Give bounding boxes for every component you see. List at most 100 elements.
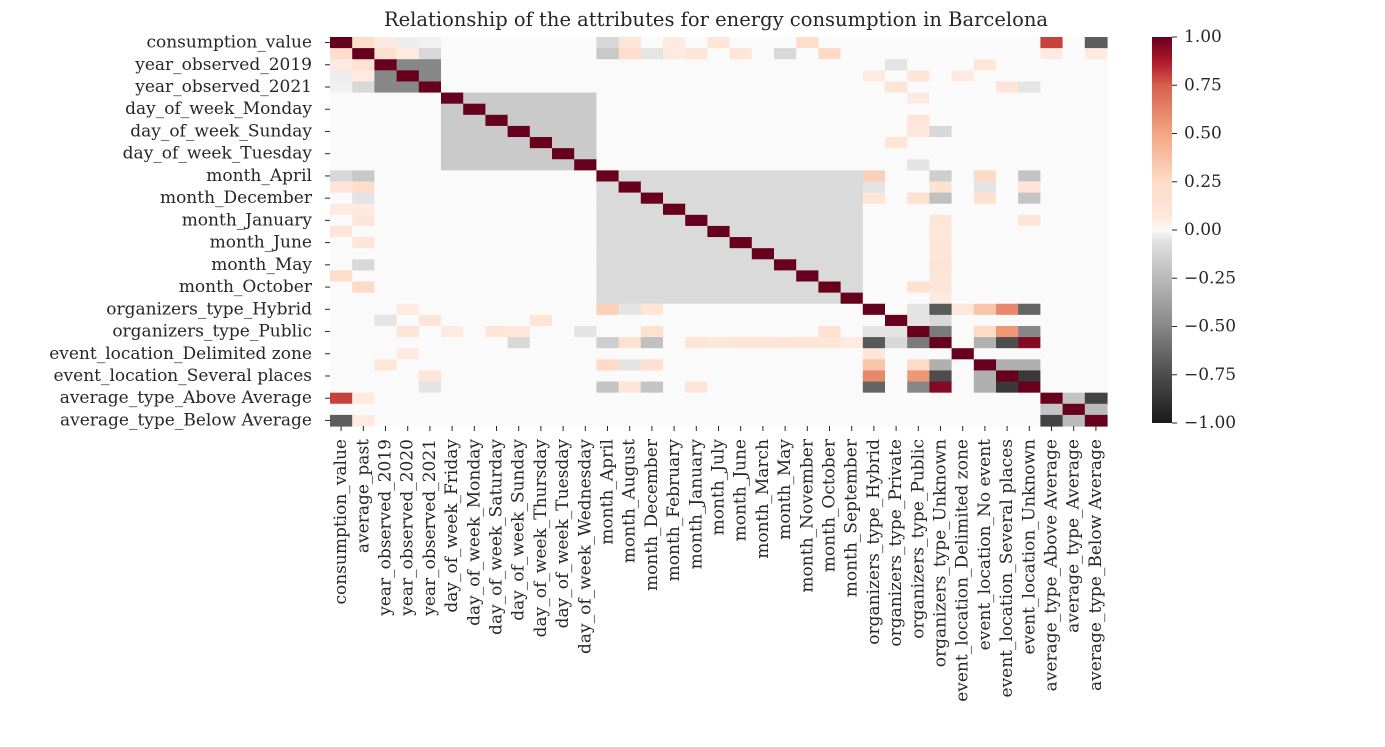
heatmap-cell xyxy=(907,281,930,294)
heatmap-cell xyxy=(441,81,464,94)
heatmap-cell xyxy=(1084,225,1108,238)
x-tick-label: day_of_week_Monday xyxy=(464,439,484,626)
heatmap-cell xyxy=(796,114,819,127)
heatmap-cell xyxy=(441,159,464,171)
heatmap-cell xyxy=(796,70,819,83)
heatmap-cell xyxy=(885,270,908,283)
colorbar-ticks: 1.00 0.75 0.50 0.25 0.00 −0.25 −0.50 −0.75 −1.00 xyxy=(1172,27,1236,433)
heatmap-cell xyxy=(374,92,398,105)
heatmap-cell xyxy=(862,70,886,83)
heatmap-cell xyxy=(374,337,398,349)
heatmap-cell xyxy=(840,259,864,271)
heatmap-cell xyxy=(396,59,420,71)
heatmap-cell xyxy=(796,325,819,338)
heatmap-cell xyxy=(840,203,864,216)
heatmap-cell xyxy=(374,103,398,116)
heatmap-cell xyxy=(1084,125,1108,138)
heatmap-cell xyxy=(707,70,731,83)
heatmap-cell xyxy=(840,37,864,49)
heatmap-cell xyxy=(574,292,597,305)
heatmap-cell xyxy=(685,392,708,405)
heatmap-cell xyxy=(418,92,442,105)
colorbar: 1.00 0.75 0.50 0.25 0.00 −0.25 −0.50 −0.75 −1.00 xyxy=(1152,27,1236,433)
heatmap-cell xyxy=(996,159,1019,171)
heatmap-cell xyxy=(707,325,731,338)
heatmap-cell xyxy=(685,181,708,194)
heatmap-cell xyxy=(796,192,819,205)
heatmap-cell xyxy=(374,181,398,194)
heatmap-cell xyxy=(1062,225,1086,238)
heatmap-cell xyxy=(1084,92,1108,105)
heatmap-cell xyxy=(330,225,353,238)
heatmap-cell xyxy=(973,192,997,205)
heatmap-cell xyxy=(1084,59,1108,71)
heatmap-cell xyxy=(796,392,819,405)
heatmap-cell xyxy=(529,203,553,216)
x-tick-label: year_observed_2021 xyxy=(420,439,440,617)
heatmap-cell xyxy=(774,381,797,394)
heatmap-cell xyxy=(396,148,420,160)
heatmap-cell xyxy=(774,259,797,271)
heatmap-cell xyxy=(441,403,464,416)
heatmap-cell xyxy=(330,81,353,94)
heatmap-cell xyxy=(885,337,908,349)
heatmap-cell xyxy=(374,314,398,327)
heatmap-cell xyxy=(441,170,464,183)
heatmap-cell xyxy=(885,359,908,372)
heatmap-cell xyxy=(441,381,464,394)
heatmap-cell xyxy=(596,237,620,249)
heatmap-cell xyxy=(751,114,775,127)
heatmap-cell xyxy=(774,370,797,383)
y-tick-label: day_of_week_Monday xyxy=(125,99,312,119)
heatmap-cell xyxy=(596,181,620,194)
heatmap-cell xyxy=(840,114,864,127)
heatmap-cell xyxy=(907,325,930,338)
heatmap-cell xyxy=(1084,248,1108,260)
colorbar-tick-label: 0.25 xyxy=(1184,172,1222,192)
heatmap-cell xyxy=(1018,237,1041,249)
heatmap-cell xyxy=(907,370,930,383)
heatmap-cell xyxy=(352,48,375,60)
heatmap-cell xyxy=(929,403,953,416)
heatmap-cell xyxy=(529,148,553,160)
heatmap-cell xyxy=(951,381,975,394)
heatmap-cell xyxy=(951,292,975,305)
heatmap-cell xyxy=(663,59,686,71)
heatmap-cell xyxy=(907,114,930,127)
heatmap-cell xyxy=(862,137,886,149)
heatmap-cell xyxy=(729,137,753,149)
heatmap-cell xyxy=(418,137,442,149)
heatmap-cell xyxy=(1062,214,1086,227)
heatmap-cell xyxy=(463,281,486,294)
heatmap-cell xyxy=(796,159,819,171)
heatmap-cell xyxy=(951,248,975,260)
x-tick-label: day_of_week_Thursday xyxy=(531,439,551,638)
x-tick-label: day_of_week_Wednesday xyxy=(575,439,595,654)
heatmap-cell xyxy=(907,214,930,227)
heatmap-cell xyxy=(418,359,442,372)
heatmap-cell xyxy=(552,170,575,183)
heatmap-cell xyxy=(663,37,686,49)
heatmap-cell xyxy=(396,181,420,194)
heatmap-cell xyxy=(996,225,1019,238)
heatmap-cell xyxy=(751,281,775,294)
heatmap-cell xyxy=(951,414,975,427)
heatmap-cell xyxy=(685,248,708,260)
heatmap-cell xyxy=(374,114,398,127)
heatmap-cell xyxy=(596,125,620,138)
heatmap-cell xyxy=(862,125,886,138)
heatmap-cell xyxy=(774,103,797,116)
heatmap-cell xyxy=(951,137,975,149)
heatmap-cell xyxy=(507,259,531,271)
heatmap-cell xyxy=(818,314,842,327)
x-tick-label: month_July xyxy=(709,439,729,536)
heatmap-cell xyxy=(973,37,997,49)
heatmap-cell xyxy=(374,37,398,49)
heatmap-cell xyxy=(774,314,797,327)
heatmap-cell xyxy=(840,103,864,116)
heatmap-cell xyxy=(640,325,664,338)
heatmap-cell xyxy=(663,203,686,216)
heatmap-cell xyxy=(507,303,531,316)
heatmap-cell xyxy=(552,103,575,116)
heatmap-cell xyxy=(951,92,975,105)
